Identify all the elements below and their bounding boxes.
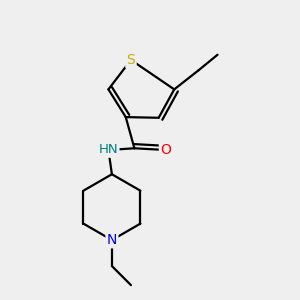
Text: O: O: [160, 143, 171, 157]
Text: HN: HN: [99, 143, 118, 157]
Text: S: S: [127, 53, 135, 67]
Text: N: N: [107, 233, 117, 247]
